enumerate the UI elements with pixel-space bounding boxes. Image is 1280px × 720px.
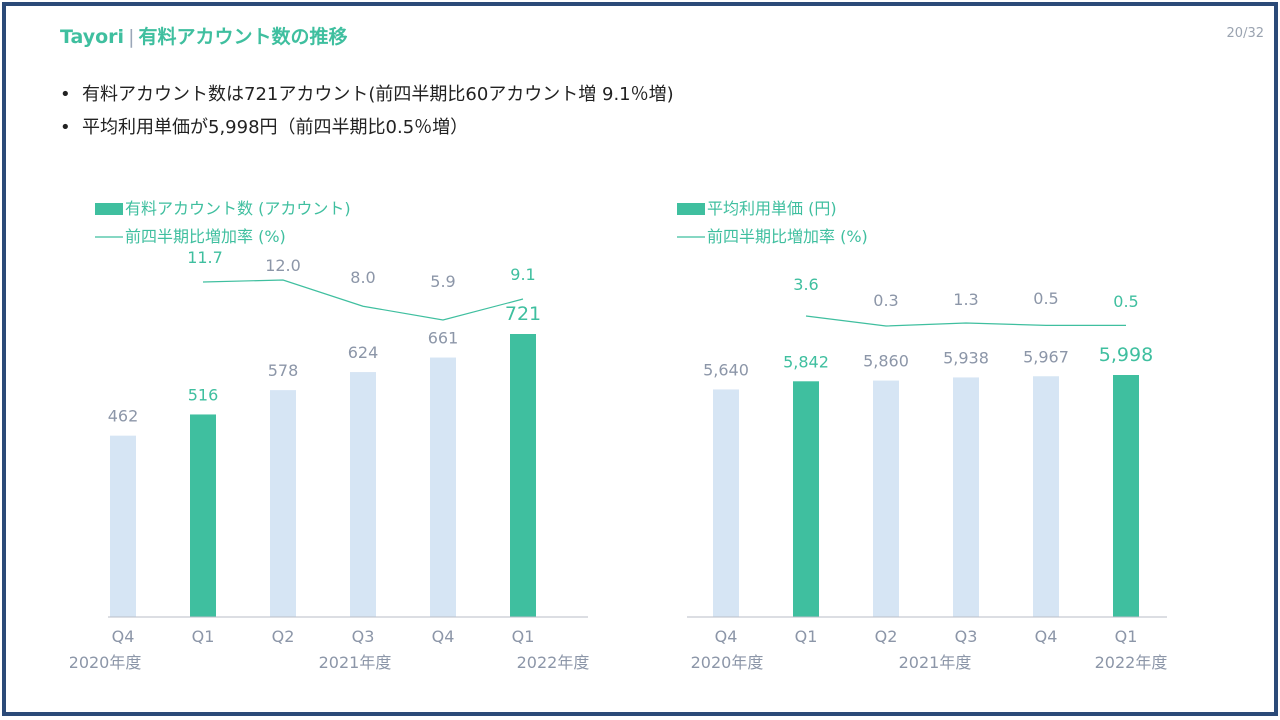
legend-bar-label: 有料アカウント数 (アカウント) xyxy=(125,199,351,218)
year-label: 2021年度 xyxy=(899,653,972,672)
category-label: Q2 xyxy=(272,627,295,646)
year-label: 2020年度 xyxy=(691,653,764,672)
bar xyxy=(1033,376,1059,617)
unit-price-chart: 平均利用単価 (円) 前四半期比増加率 (%) 5,640 5,842 5,860 5,9… xyxy=(677,199,1168,672)
bar-value-label: 624 xyxy=(348,343,379,362)
bar xyxy=(350,372,376,617)
growth-label: 0.5 xyxy=(1113,292,1138,311)
slide-title: Tayori | 有料アカウント数の推移 xyxy=(60,22,348,49)
growth-label: 11.7 xyxy=(187,248,223,267)
bullet-list: • 有料アカウント数は721アカウント(前四半期比60アカウント増 9.1％増) … xyxy=(60,78,674,144)
growth-label: 12.0 xyxy=(265,256,301,275)
bar xyxy=(873,380,899,617)
category-label: Q4 xyxy=(112,627,135,646)
category-label: Q4 xyxy=(432,627,455,646)
bar-value-label: 5,640 xyxy=(703,360,749,379)
growth-label: 1.3 xyxy=(953,290,978,309)
bar-value-label: 462 xyxy=(108,407,139,426)
legend-bar-label: 平均利用単価 (円) xyxy=(707,199,837,218)
bullet-text-accounts: 有料アカウント数は721アカウント(前四半期比60アカウント増 9.1％増) xyxy=(82,84,674,105)
category-label: Q1 xyxy=(192,627,215,646)
category-label: Q4 xyxy=(1035,627,1058,646)
growth-label: 0.3 xyxy=(873,291,898,310)
category-label: Q3 xyxy=(352,627,375,646)
category-label: Q2 xyxy=(875,627,898,646)
accounts-chart: 有料アカウント数 (アカウント) 前四半期比増加率 (%) 462 516 578 624… xyxy=(70,199,590,672)
bar xyxy=(953,377,979,617)
bar-value-label: 5,860 xyxy=(863,352,909,371)
bar xyxy=(190,414,216,617)
bar-value-label: 5,938 xyxy=(943,348,989,367)
category-label: Q1 xyxy=(1115,627,1138,646)
title-text: 有料アカウント数の推移 xyxy=(138,26,348,48)
growth-label: 0.5 xyxy=(1033,289,1058,308)
page-number: 20/32 xyxy=(1226,26,1264,41)
year-label: 2022年度 xyxy=(517,653,590,672)
legend-bar-swatch xyxy=(95,203,123,215)
growth-line xyxy=(805,315,1126,327)
growth-line xyxy=(202,279,524,321)
bar-value-label: 721 xyxy=(505,303,541,325)
brand-name: Tayori xyxy=(60,26,125,48)
bullet-item: • 有料アカウント数は721アカウント(前四半期比60アカウント増 9.1％増) xyxy=(60,84,674,105)
growth-label: 3.6 xyxy=(793,275,818,294)
bar xyxy=(110,435,136,617)
growth-label: 8.0 xyxy=(350,268,375,287)
growth-label: 9.1 xyxy=(510,265,535,284)
bar-value-label: 578 xyxy=(268,361,299,380)
bar-value-label: 5,967 xyxy=(1023,347,1069,366)
legend-bar-swatch xyxy=(677,203,705,215)
bar xyxy=(793,381,819,617)
bullet-text-price: 平均利用単価が5,998円（前四半期比0.5％増） xyxy=(82,117,469,138)
year-label: 2021年度 xyxy=(319,653,392,672)
bar-value-label: 661 xyxy=(428,329,459,348)
category-label: Q4 xyxy=(715,627,738,646)
legend-line-label: 前四半期比増加率 (%) xyxy=(125,227,286,246)
growth-label: 5.9 xyxy=(430,272,455,291)
category-label: Q1 xyxy=(512,627,535,646)
legend-line-label: 前四半期比増加率 (%) xyxy=(707,227,868,246)
category-label: Q1 xyxy=(795,627,818,646)
category-label: Q3 xyxy=(955,627,978,646)
bar-value-label: 5,998 xyxy=(1099,344,1153,366)
title-separator: | xyxy=(128,26,135,48)
bar-value-label: 516 xyxy=(188,385,219,404)
bar xyxy=(430,357,456,617)
bar xyxy=(270,390,296,617)
bar xyxy=(510,334,536,617)
year-label: 2022年度 xyxy=(1095,653,1168,672)
bar xyxy=(713,389,739,617)
year-label: 2020年度 xyxy=(70,653,141,672)
bullet-item: • 平均利用単価が5,998円（前四半期比0.5％増） xyxy=(60,117,469,138)
bar-value-label: 5,842 xyxy=(783,352,829,371)
bar xyxy=(1113,375,1139,617)
